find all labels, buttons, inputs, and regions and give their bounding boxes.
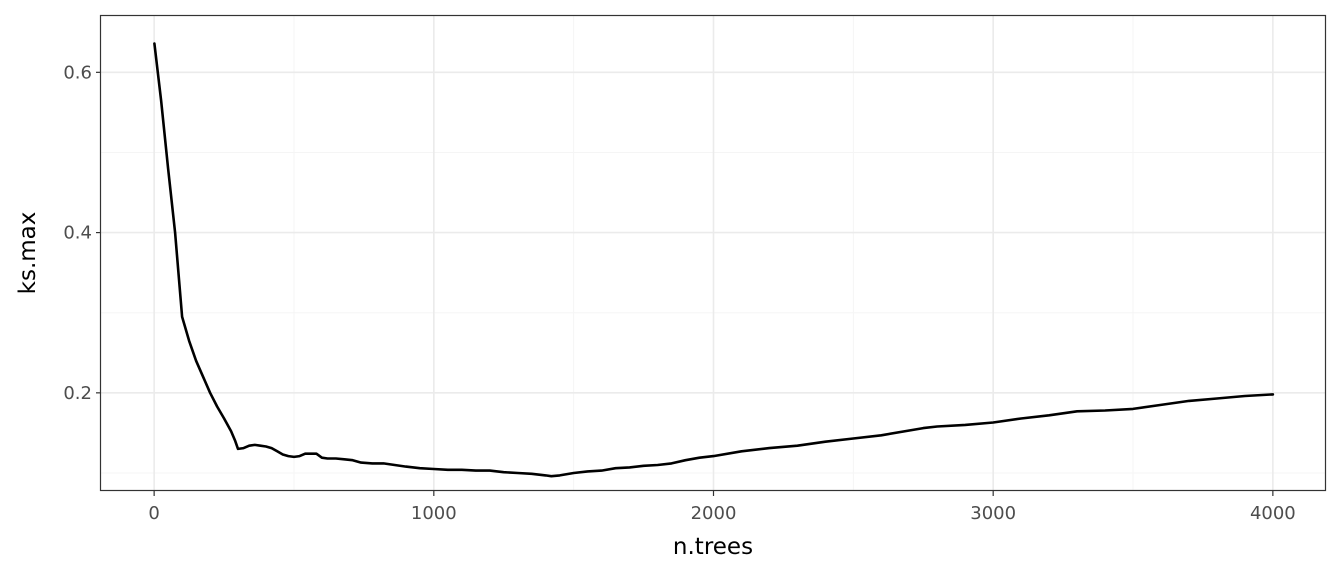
x-tick-label: 1000 [411,503,457,524]
panel-border [99,14,1327,492]
x-axis-title: n.trees [673,534,753,560]
x-tick-label: 2000 [691,503,737,524]
y-tick-label: 0.6 [63,62,92,83]
x-tick-label: 4000 [1250,503,1296,524]
y-tick-label: 0.4 [63,223,92,244]
series-line [153,42,1275,478]
y-axis: 0.2 0.4 0.6 [63,62,101,404]
major-gridlines [101,16,1326,491]
y-tick-label: 0.2 [63,383,92,404]
x-axis: 0 1000 2000 3000 4000 [148,491,1296,524]
x-tick-label: 3000 [970,503,1016,524]
x-tick-label: 0 [148,503,159,524]
y-axis-title: ks.max [15,212,41,295]
